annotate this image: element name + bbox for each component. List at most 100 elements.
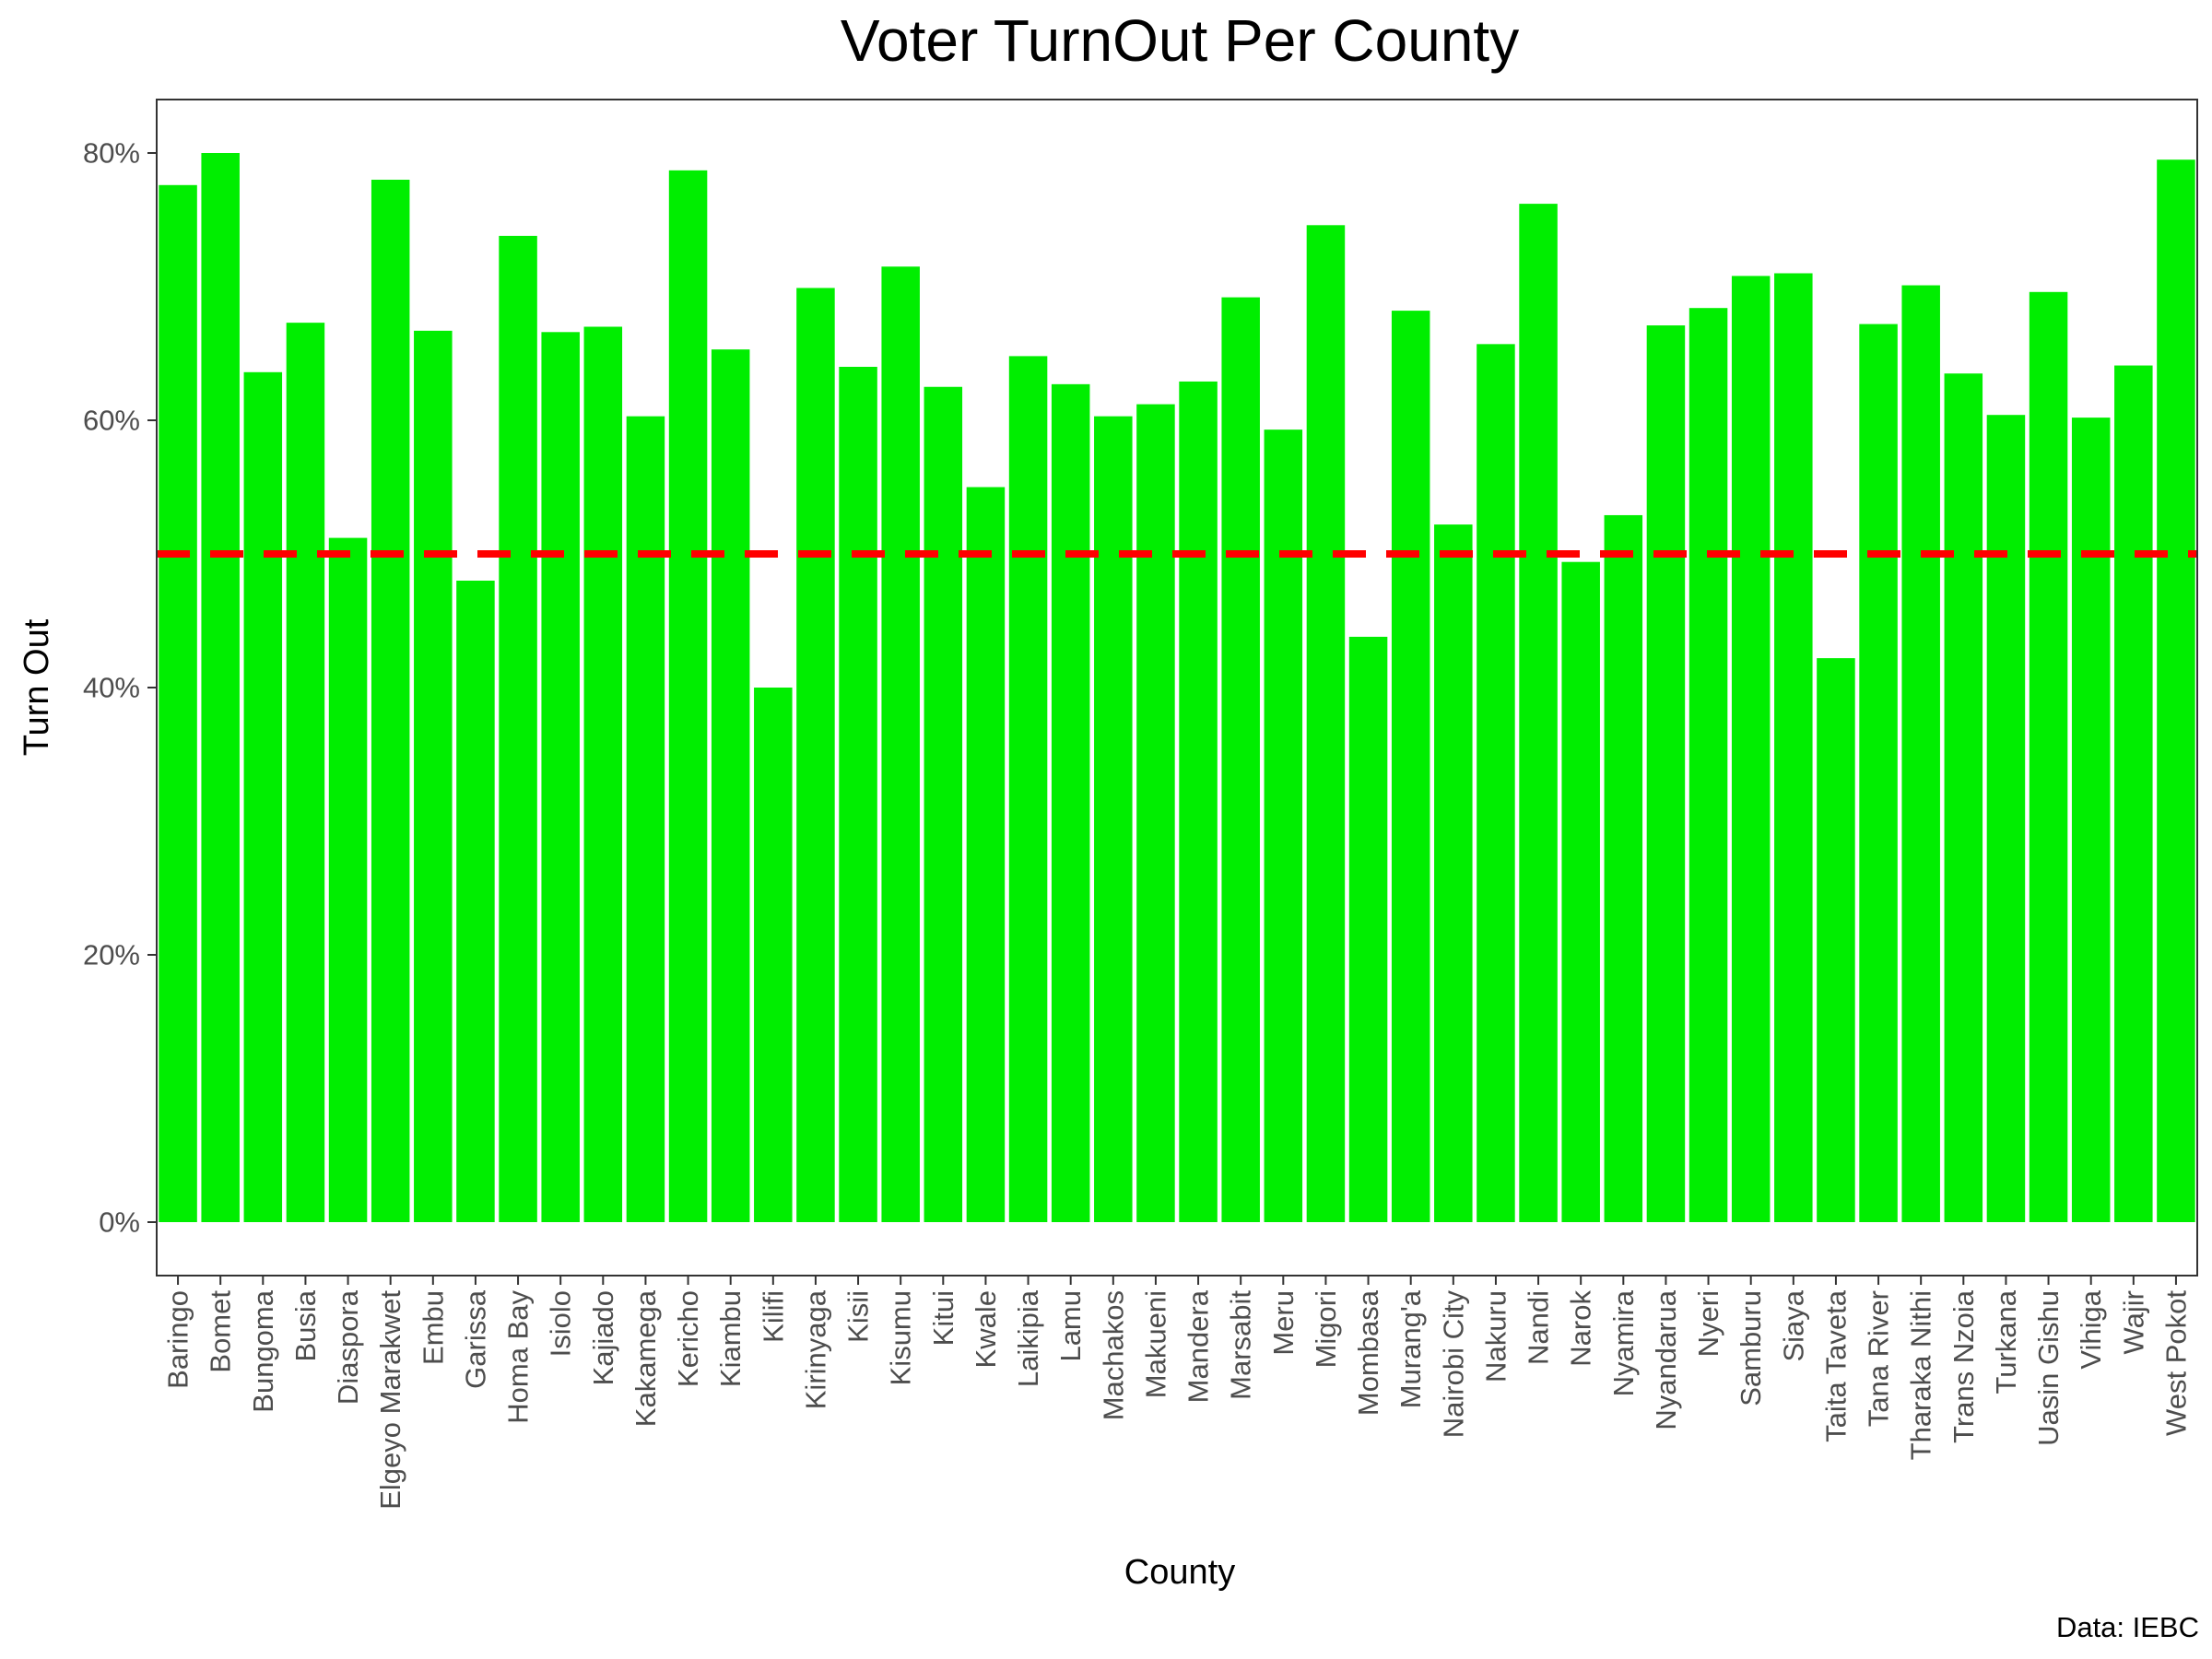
- x-tick-label: Samburu: [1735, 1290, 1767, 1406]
- bar-32: [1519, 204, 1558, 1223]
- bar-28: [1348, 636, 1388, 1222]
- y-tick-label: 40%: [83, 672, 140, 704]
- bar-21: [1051, 383, 1090, 1223]
- bar-31: [1477, 344, 1515, 1223]
- x-tick-label: Nyandarua: [1650, 1289, 1682, 1430]
- x-tick-label: Makueni: [1139, 1290, 1171, 1398]
- x-tick-label: Murang'a: [1394, 1289, 1427, 1408]
- bar-26: [1264, 429, 1303, 1222]
- bar-10: [583, 326, 623, 1222]
- bar-35: [1646, 325, 1686, 1222]
- bar-38: [1774, 273, 1813, 1222]
- bar-15: [796, 288, 835, 1222]
- bar-8: [499, 235, 537, 1222]
- x-tick-label: Marsabit: [1225, 1290, 1257, 1400]
- x-axis-title: County: [1124, 1553, 1235, 1592]
- x-tick-label: Kericho: [672, 1290, 704, 1387]
- x-tick-label: Elgeyo Marakwet: [374, 1290, 406, 1510]
- bar-47: [2157, 159, 2195, 1222]
- bar-30: [1434, 524, 1473, 1222]
- x-tick-label: Nakuru: [1479, 1290, 1512, 1382]
- y-tick-label: 80%: [83, 137, 140, 170]
- x-tick-label: Diaspora: [332, 1289, 364, 1405]
- bar-44: [2029, 291, 2068, 1222]
- bar-5: [371, 180, 410, 1222]
- x-tick-label: Trans Nzoia: [1947, 1289, 1980, 1443]
- bar-42: [1944, 373, 1983, 1222]
- x-tick-label: Kisumu: [885, 1290, 917, 1385]
- bar-23: [1136, 404, 1175, 1223]
- x-tick-label: Meru: [1267, 1290, 1300, 1356]
- bar-4: [328, 537, 368, 1222]
- bar-9: [541, 332, 580, 1222]
- x-tick-label: Kilifi: [757, 1290, 789, 1343]
- bar-29: [1391, 311, 1430, 1223]
- x-tick-label: Kisii: [842, 1290, 875, 1343]
- x-tick-label: Bungoma: [247, 1289, 279, 1412]
- bar-45: [2071, 418, 2111, 1223]
- bar-24: [1179, 381, 1218, 1222]
- x-axis: Baringo Bomet Bungoma Busia Diaspora Elgeyo M…: [162, 1276, 2192, 1510]
- x-tick-label: Turkana: [1990, 1289, 2022, 1394]
- x-tick-label: Bomet: [205, 1290, 237, 1373]
- bar-3: [286, 323, 325, 1222]
- bar-17: [881, 266, 920, 1222]
- x-tick-label: Nyeri: [1692, 1290, 1724, 1357]
- x-tick-label: Embu: [417, 1290, 449, 1365]
- bar-36: [1688, 308, 1728, 1222]
- bar-2: [243, 371, 283, 1222]
- x-tick-label: Kwale: [970, 1290, 1002, 1368]
- x-tick-label: Vihiga: [2075, 1289, 2107, 1369]
- bar-22: [1094, 416, 1133, 1222]
- bar-19: [966, 487, 1006, 1222]
- bar-46: [2114, 365, 2153, 1222]
- x-tick-label: Nyamira: [1607, 1289, 1640, 1396]
- x-tick-label: Kiambu: [714, 1290, 747, 1387]
- bar-20: [1008, 356, 1048, 1222]
- bar-12: [668, 170, 708, 1223]
- bar-7: [456, 581, 495, 1222]
- x-tick-label: Baringo: [162, 1290, 194, 1389]
- bar-37: [1731, 276, 1771, 1222]
- x-tick-label: Tharaka Nithi: [1905, 1290, 1937, 1460]
- x-tick-label: Uasin Gishu: [2032, 1290, 2065, 1446]
- x-tick-label: West Pokot: [2159, 1290, 2192, 1436]
- x-tick-label: Kirinyaga: [799, 1289, 831, 1409]
- x-tick-label: Kajiado: [587, 1290, 619, 1385]
- x-tick-label: Narok: [1565, 1290, 1597, 1367]
- bar-18: [924, 386, 963, 1222]
- x-tick-label: Wajir: [2117, 1290, 2149, 1354]
- x-tick-label: Mombasa: [1352, 1289, 1384, 1416]
- x-tick-label: Nandi: [1523, 1290, 1555, 1365]
- y-axis: 0% 20% 40% 60% 80%: [83, 137, 157, 1239]
- bar-1: [201, 153, 240, 1222]
- x-tick-label: Mandera: [1182, 1289, 1215, 1403]
- x-tick-label: Taita Taveta: [1819, 1289, 1852, 1442]
- y-tick-label: 60%: [83, 405, 140, 437]
- bar-6: [414, 330, 453, 1223]
- y-tick-label: 20%: [83, 939, 140, 971]
- x-tick-label: Garissa: [459, 1289, 491, 1389]
- y-tick-label: 0%: [99, 1206, 140, 1239]
- bar-34: [1604, 514, 1643, 1222]
- bar-11: [626, 416, 665, 1222]
- x-tick-label: Kakamega: [629, 1289, 662, 1427]
- y-axis-title: Turn Out: [18, 618, 56, 756]
- x-tick-label: Tana River: [1863, 1290, 1895, 1427]
- bar-27: [1306, 225, 1346, 1222]
- bar-14: [754, 688, 793, 1222]
- bar-13: [711, 349, 750, 1222]
- bar-0: [159, 184, 197, 1222]
- bar-39: [1817, 658, 1855, 1222]
- x-tick-label: Siaya: [1777, 1289, 1809, 1361]
- bar-40: [1859, 324, 1898, 1223]
- bar-25: [1221, 297, 1260, 1223]
- x-tick-label: Machakos: [1097, 1290, 1129, 1420]
- bar-16: [839, 367, 877, 1222]
- x-tick-label: Laikipia: [1012, 1289, 1044, 1387]
- x-tick-label: Homa Bay: [502, 1290, 535, 1424]
- bar-43: [1986, 415, 2026, 1222]
- bar-33: [1561, 561, 1600, 1222]
- x-tick-label: Kitui: [927, 1290, 959, 1346]
